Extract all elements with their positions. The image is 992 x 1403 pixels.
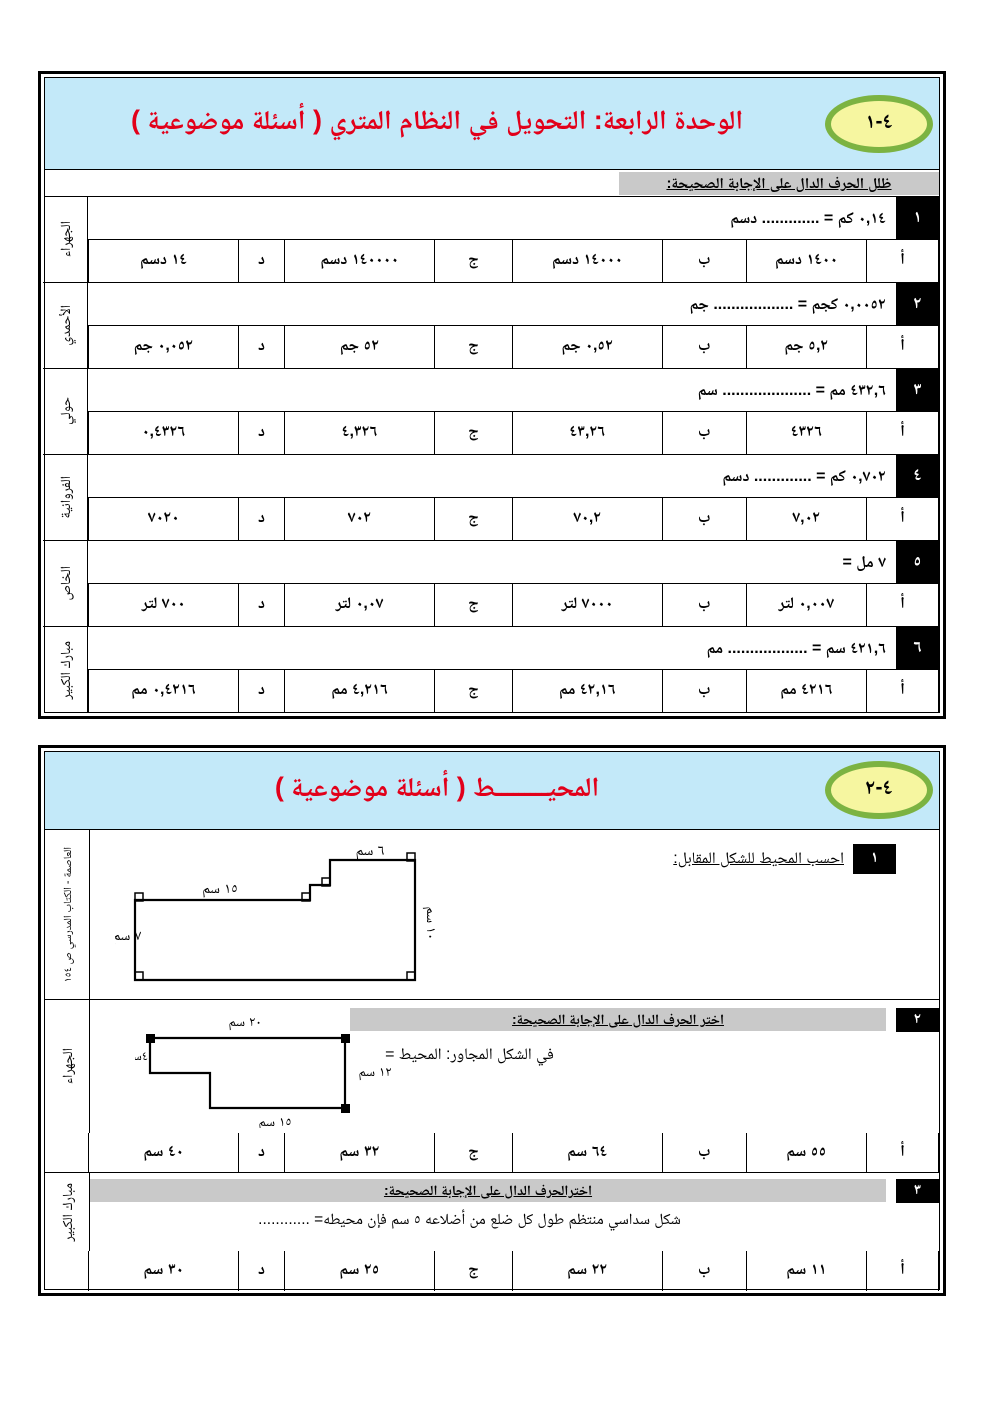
svg-text:٤سم: ٤سم — [135, 1048, 148, 1064]
svg-text:٦ سم: ٦ سم — [356, 845, 385, 860]
svg-text:١٥ سم: ١٥ سم — [202, 880, 237, 898]
svg-text:٧ سم: ٧ سم — [115, 927, 142, 945]
svg-text:١٢ سم: ١٢ سم — [358, 1063, 391, 1081]
svg-text:٢٠ سم: ٢٠ سم — [228, 1013, 261, 1031]
svg-text:١٠ سم: ١٠ سم — [422, 906, 440, 939]
svg-text:١٥ سم: ١٥ سم — [258, 1113, 291, 1128]
